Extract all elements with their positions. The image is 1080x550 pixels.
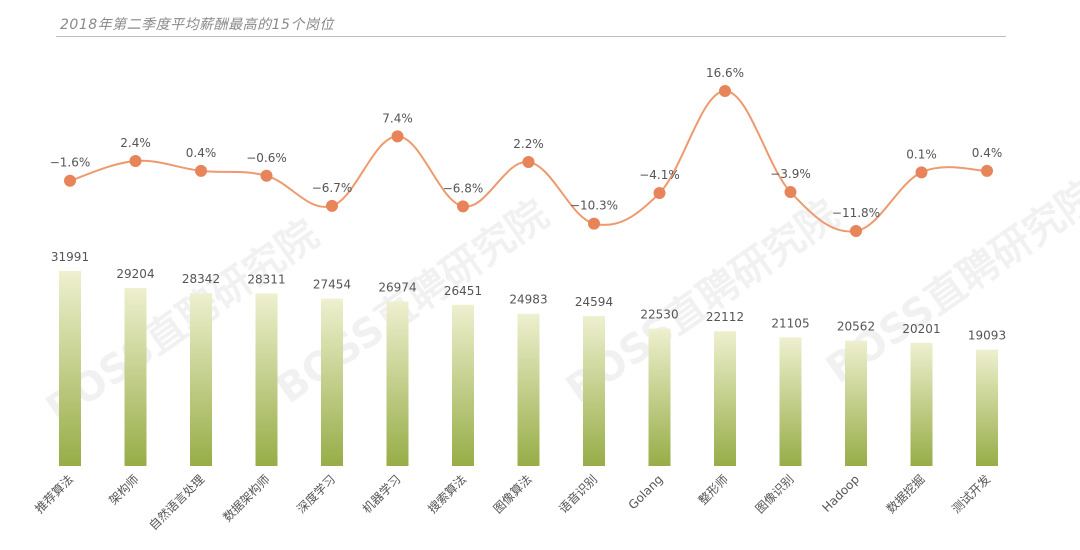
bar-10 [714, 331, 736, 466]
growth-value-label: 0.4% [972, 146, 1003, 160]
x-tick-label: 语音识别 [556, 472, 601, 517]
bar-value-label: 26974 [378, 281, 416, 295]
growth-value-label: −11.8% [832, 206, 880, 220]
bar-2 [190, 293, 212, 466]
bars-layer: 31991 29204 28342 28311 27454 26974 26451 24983… [51, 250, 1006, 466]
x-tick-label: 图像算法 [490, 472, 535, 517]
bar-value-label: 26451 [444, 284, 482, 298]
bar-value-label: 24983 [509, 293, 547, 307]
bar-value-label: 20201 [902, 322, 940, 336]
growth-point [653, 187, 666, 200]
bar-14 [976, 349, 998, 466]
x-tick-label: Hadoop [819, 472, 862, 515]
growth-value-label: −1.6% [50, 156, 91, 170]
bar-9 [648, 328, 671, 466]
bar-3 [255, 293, 278, 466]
x-tick-label: 测试开发 [949, 472, 994, 517]
growth-value-label: 0.1% [906, 147, 937, 161]
x-tick-label: 图像识别 [753, 472, 797, 516]
bar-value-label: 28311 [247, 272, 285, 286]
chart-title: 2018年第二季度平均薪酬最高的15个岗位 [60, 17, 334, 33]
bar-value-label: 28342 [182, 272, 220, 286]
growth-value-label: 7.4% [382, 111, 413, 125]
growth-point [326, 199, 338, 212]
growth-value-label: −6.8% [443, 181, 484, 195]
growth-point [64, 174, 76, 187]
bar-value-label: 19093 [968, 329, 1006, 343]
bar-value-label: 27454 [313, 278, 351, 292]
growth-value-label: −3.9% [770, 167, 811, 181]
growth-point [391, 130, 404, 143]
growth-point [588, 217, 600, 230]
x-tick-label: 深度学习 [294, 472, 339, 517]
bar-value-label: 20562 [837, 320, 875, 334]
growth-value-label: −4.1% [639, 168, 680, 182]
growth-point [915, 166, 928, 179]
bar-6 [452, 304, 474, 466]
growth-value-label: 0.4% [186, 146, 217, 160]
bar-value-label: 24594 [575, 295, 613, 309]
bar-1 [124, 287, 147, 466]
x-tick-label: 自然语言处理 [146, 472, 208, 534]
growth-value-label: −0.6% [246, 151, 287, 165]
x-tick-label: 架构师 [106, 472, 142, 508]
x-tick-label: 数据架构师 [220, 472, 273, 525]
growth-point [719, 84, 731, 97]
growth-point [784, 186, 797, 199]
x-axis-labels: 推荐算法 架构师 自然语言处理 数据架构师 深度学习 机器学习 搜索算法 图像算法 语音识别 Go… [32, 472, 994, 534]
growth-point [522, 155, 535, 168]
bar-12 [845, 340, 867, 466]
growth-point [981, 164, 993, 177]
bar-13 [910, 342, 933, 466]
x-tick-label: 推荐算法 [32, 472, 77, 517]
bar-11 [779, 337, 802, 466]
bar-5 [386, 301, 409, 466]
bar-value-label: 29204 [116, 267, 154, 281]
growth-value-label: −10.3% [570, 199, 618, 213]
x-tick-label: 数据挖掘 [883, 472, 928, 517]
growth-point [457, 200, 469, 213]
growth-point [129, 154, 142, 167]
growth-value-label: 2.2% [513, 137, 544, 151]
title-divider [56, 36, 1006, 37]
growth-line-layer: −1.6% 2.4% 0.4% −0.6% −6.7% 7.4% −6.8% 2.2% −10.… [50, 66, 1003, 238]
growth-value-label: 16.6% [706, 66, 744, 80]
x-tick-label: 机器学习 [359, 472, 404, 517]
growth-value-label: 2.4% [120, 136, 151, 150]
bar-value-label: 31991 [51, 250, 89, 264]
bar-7 [517, 313, 540, 466]
growth-point [195, 164, 207, 177]
bar-0 [59, 271, 81, 466]
growth-point [260, 169, 273, 182]
bar-8 [583, 316, 605, 466]
bar-value-label: 22112 [706, 310, 744, 324]
bar-value-label: 22530 [640, 308, 678, 322]
x-tick-label: Golang [626, 472, 666, 512]
bar-value-label: 21105 [771, 316, 809, 330]
x-tick-label: 搜索算法 [425, 472, 470, 517]
bar-4 [321, 298, 343, 466]
growth-point [850, 225, 862, 238]
x-tick-label: 整形师 [695, 472, 731, 508]
growth-value-label: −6.7% [312, 181, 353, 195]
